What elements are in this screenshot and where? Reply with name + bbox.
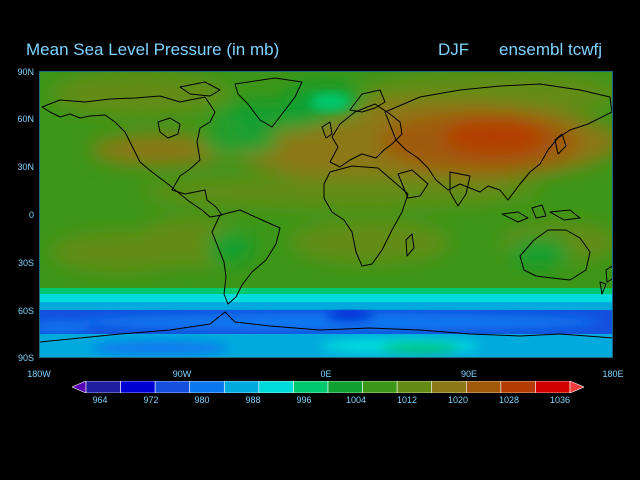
colorbar-label-1036: 1036 [549,395,571,405]
lat-label-60n: 60N [17,114,34,124]
lat-label-30s: 30S [17,258,34,268]
colorbar-swatch [431,381,467,393]
colorbar-swatch [362,381,398,393]
pressure-field [40,72,612,357]
lon-label-90w: 90W [172,369,192,379]
colorbar-swatch [154,381,191,393]
colorbar-swatch [293,381,329,393]
colorbar-label-972: 972 [143,395,159,405]
colorbar-swatch [465,381,502,393]
colorbar-swatch [120,381,156,393]
colorbar-swatch [396,381,433,393]
pressure-map [39,71,613,358]
lon-label-180w: 180W [27,369,51,379]
colorbar-swatch [500,381,536,393]
lon-label-0e: 0E [320,369,332,379]
lat-label-90s: 90S [17,353,34,363]
colorbar-swatch [189,381,225,393]
colorbar-label-1028: 1028 [498,395,520,405]
colorbar-swatch [72,381,87,393]
lat-label-0: 0 [28,210,34,220]
colorbar-label-964: 964 [92,395,108,405]
season-label: DJF [438,40,470,59]
map-title: Mean Sea Level Pressure (in mb) [26,40,280,59]
colorbar-label-980: 980 [194,395,210,405]
coastlines [40,77,612,343]
colorbar-swatch [535,381,571,393]
colorbar-label-996: 996 [296,395,312,405]
lon-label-90e: 90E [460,369,478,379]
colorbar-swatch [569,381,584,393]
colorbar-swatch [85,381,121,393]
colorbar-swatch [327,381,363,393]
colorbar-label-1012: 1012 [396,395,418,405]
lat-label-90n: 90N [17,67,34,77]
lon-label-180e: 180E [602,369,624,379]
lat-label-30n: 30N [17,162,34,172]
colorbar-label-988: 988 [245,395,261,405]
colorbar-swatch [223,381,260,393]
model-label: ensembl tcwfj [499,40,602,59]
colorbar-swatch [258,381,294,393]
colorbar-label-1004: 1004 [345,395,367,405]
colorbar [72,381,584,393]
lat-label-60s: 60S [17,306,34,316]
colorbar-label-1020: 1020 [447,395,469,405]
